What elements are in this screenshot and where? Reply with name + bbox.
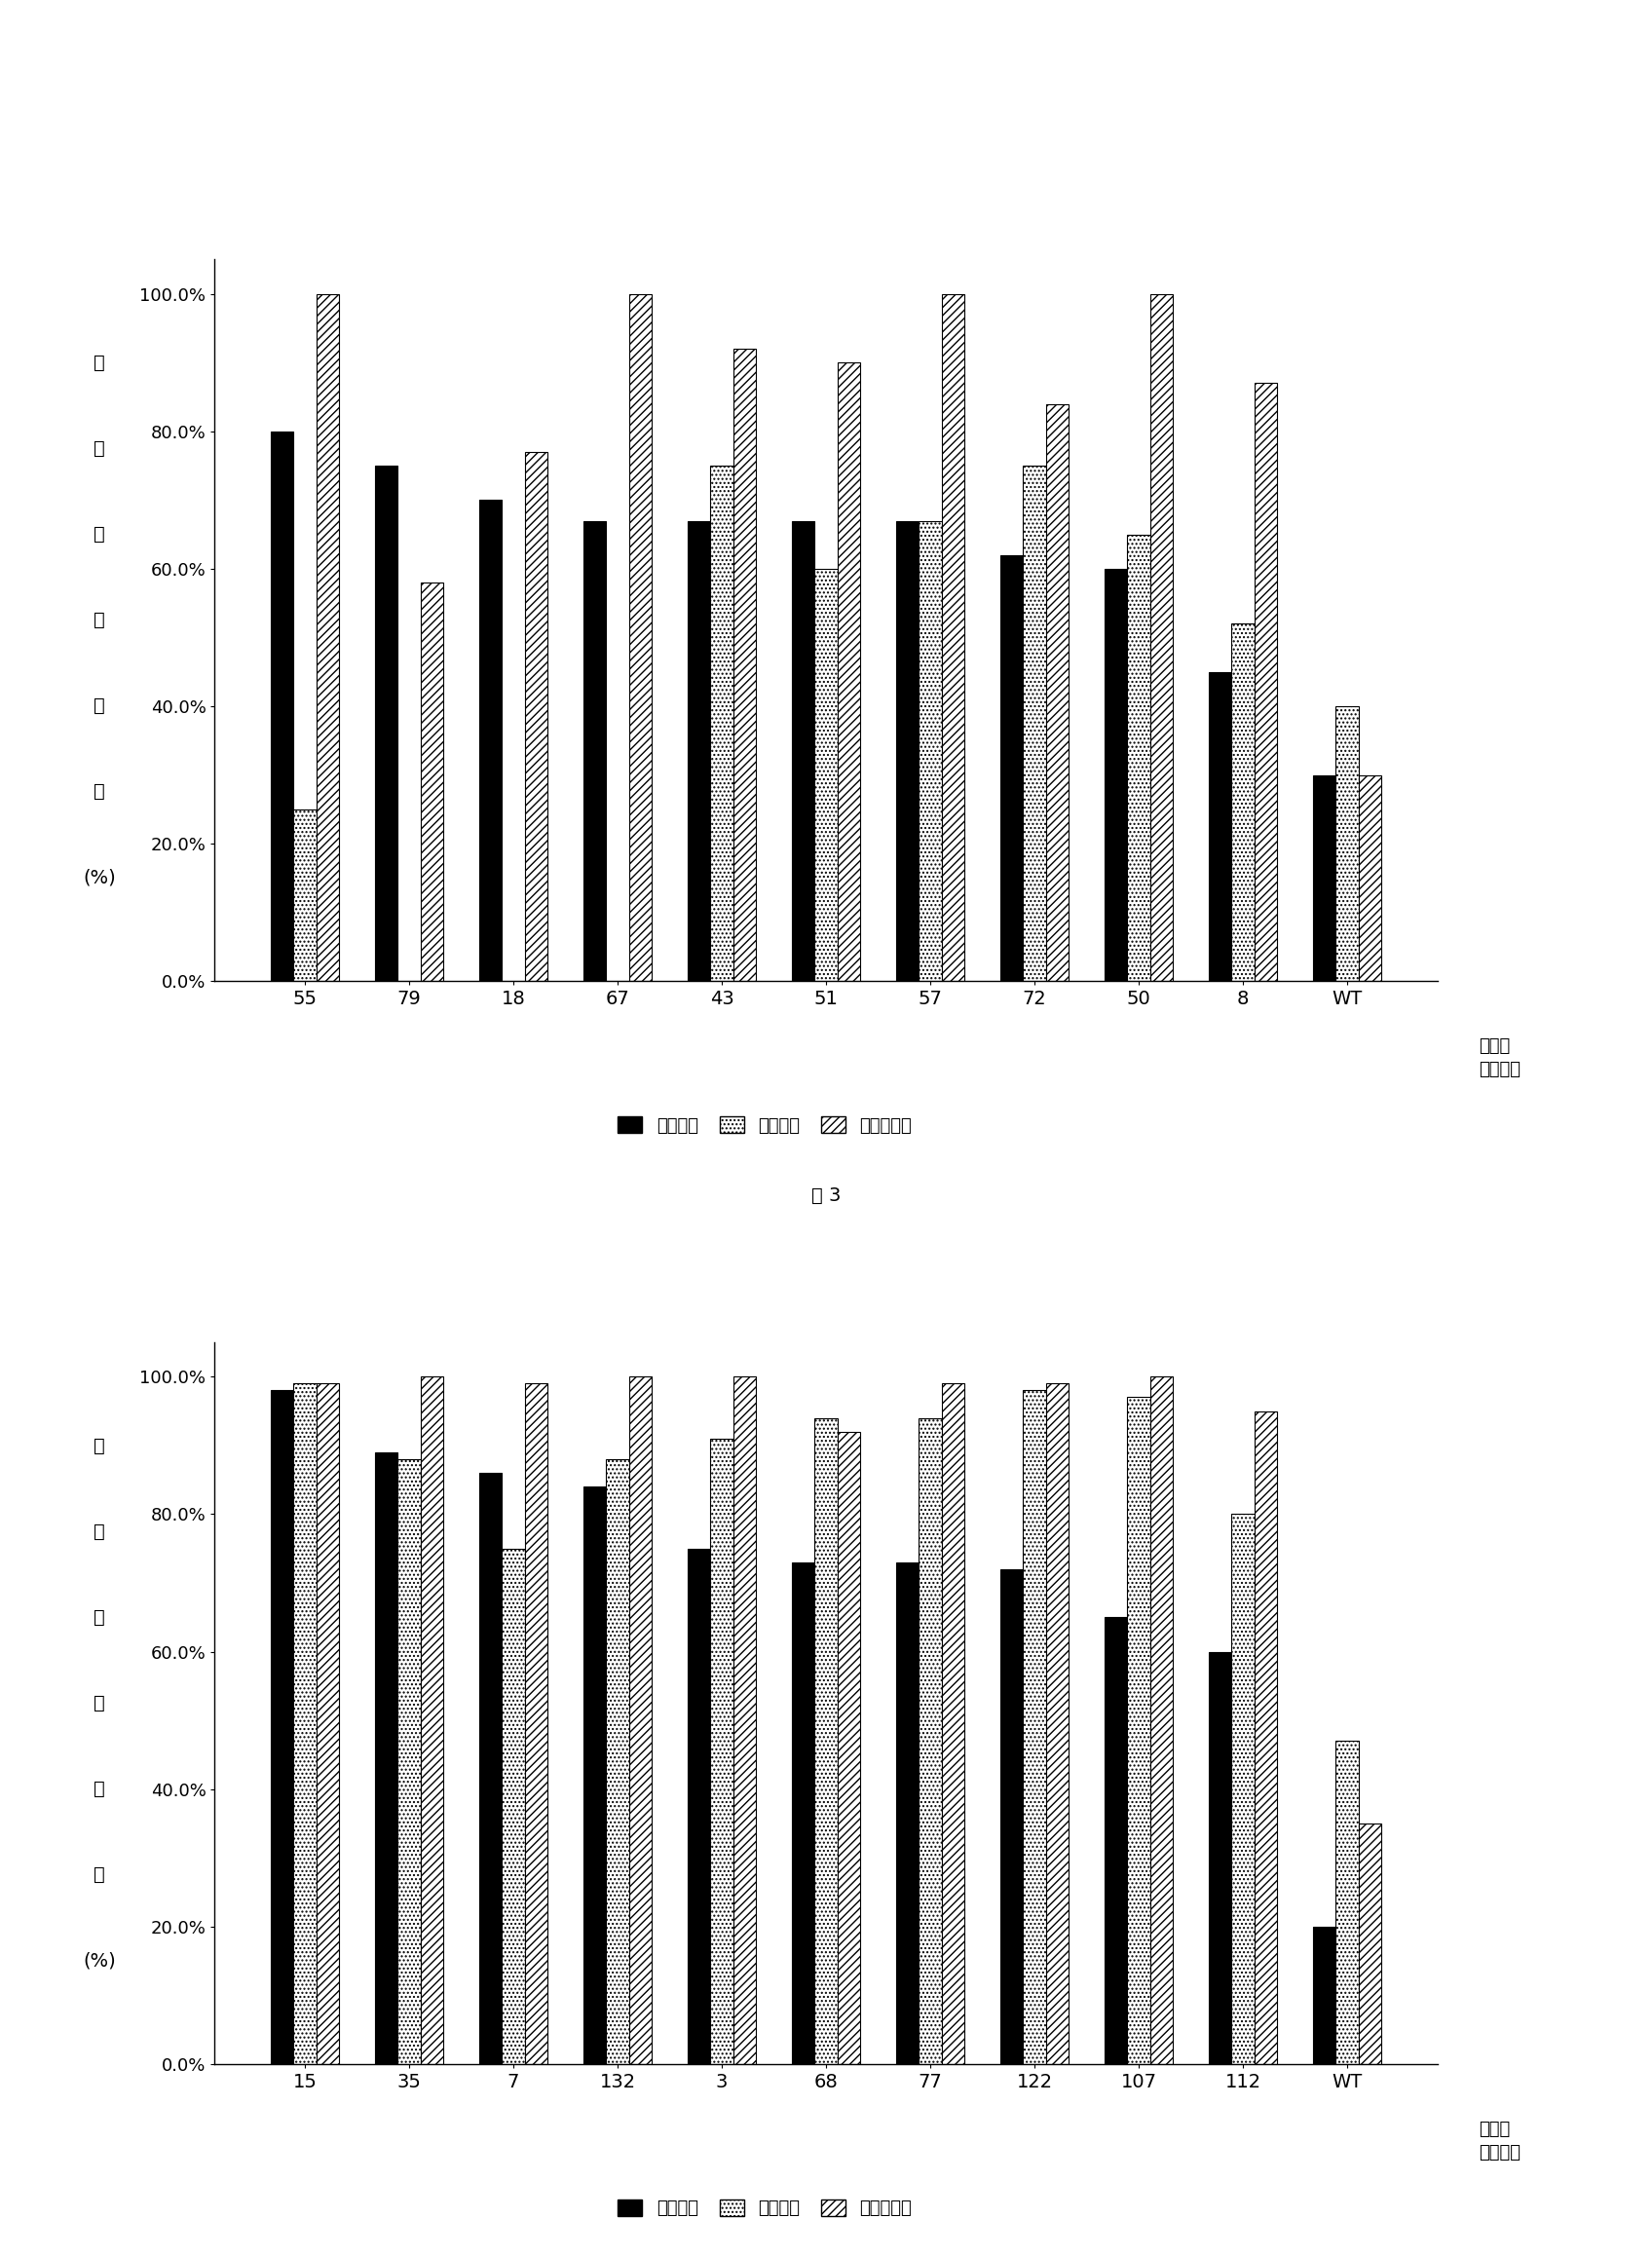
Bar [1358,776,1381,981]
Text: 比: 比 [94,783,104,801]
Bar [1209,672,1231,981]
Bar [791,521,814,981]
Text: 苗: 苗 [94,526,104,544]
Bar [814,1419,838,2064]
Text: 分: 分 [94,697,104,715]
Bar [687,521,710,981]
Bar [479,501,502,981]
Bar [421,582,443,981]
Text: 转基因
株系编号: 转基因 株系编号 [1479,1038,1520,1078]
Bar [1254,1410,1277,2064]
Bar [1336,1742,1358,2064]
Bar [1254,384,1277,981]
Bar [316,1383,339,2064]
Bar [398,1460,421,2064]
Bar [919,1419,942,2064]
Bar [999,555,1023,981]
Bar [1358,1823,1381,2064]
Bar [1046,1383,1069,2064]
Bar [479,1473,502,2064]
Bar [375,465,398,981]
Bar [1209,1651,1231,2064]
Bar [583,521,606,981]
Legend: 耐旱筛选, 耐盐筛选, 耐低温筛选: 耐旱筛选, 耐盐筛选, 耐低温筛选 [611,2193,919,2224]
Bar [942,1383,965,2064]
Bar [583,1487,606,2064]
Bar [1313,1927,1336,2064]
Legend: 耐旱筛选, 耐盐筛选, 耐低温筛选: 耐旱筛选, 耐盐筛选, 耐低温筛选 [611,1110,919,1142]
Bar [294,810,316,981]
Bar [791,1563,814,2064]
Text: 分: 分 [94,1780,104,1798]
Text: 逆: 逆 [94,1523,104,1541]
Bar [316,293,339,981]
Bar [271,1390,294,2064]
Bar [1231,625,1254,981]
Text: (%): (%) [83,1951,116,1969]
Bar [421,1376,443,2064]
Text: 逆: 逆 [94,440,104,458]
Bar [1023,1390,1046,2064]
Bar [1127,535,1150,981]
Bar [710,465,733,981]
Bar [525,451,548,981]
Bar [838,1433,861,2064]
Bar [629,1376,653,2064]
Bar [733,350,757,981]
Bar [629,293,653,981]
Text: 百: 百 [94,1694,104,1712]
Bar [1336,706,1358,981]
Text: (%): (%) [83,869,116,887]
Bar [895,1563,919,2064]
Text: 百: 百 [94,611,104,629]
Bar [1313,776,1336,981]
Bar [525,1383,548,2064]
Bar [999,1570,1023,2064]
Bar [1104,569,1127,981]
Bar [1150,1376,1173,2064]
Bar [942,293,965,981]
Bar [1046,404,1069,981]
Bar [375,1453,398,2064]
Text: 比: 比 [94,1866,104,1884]
Text: 图 3: 图 3 [811,1187,841,1205]
Bar [814,569,838,981]
Bar [710,1439,733,2064]
Bar [733,1376,757,2064]
Bar [1023,465,1046,981]
Bar [1150,293,1173,981]
Bar [1231,1514,1254,2064]
Bar [606,1460,629,2064]
Bar [1127,1396,1150,2064]
Bar [919,521,942,981]
Text: 耐: 耐 [94,354,104,372]
Text: 苗: 苗 [94,1609,104,1627]
Text: 转基因
株系编号: 转基因 株系编号 [1479,2121,1520,2161]
Bar [838,363,861,981]
Bar [271,431,294,981]
Bar [502,1548,525,2064]
Text: 耐: 耐 [94,1437,104,1455]
Bar [895,521,919,981]
Bar [1104,1618,1127,2064]
Bar [687,1548,710,2064]
Bar [294,1383,316,2064]
